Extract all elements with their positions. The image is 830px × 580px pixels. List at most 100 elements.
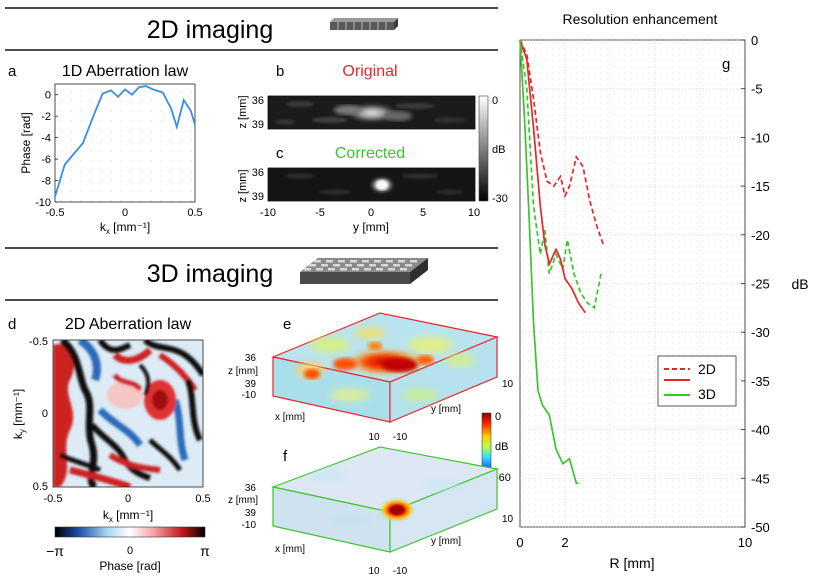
bc-xtick: 0 <box>368 207 374 219</box>
a-xtick: 0.5 <box>187 207 202 219</box>
panel-c-title: Corrected <box>335 145 405 162</box>
a-ytick: 0 <box>45 90 51 102</box>
bc-xtick: 5 <box>420 207 426 219</box>
panel-a-plot-area <box>54 83 196 203</box>
panel-b-image <box>267 95 476 130</box>
g-series-2d-original <box>519 39 605 245</box>
panel-e-zlabel: z [mm] <box>228 366 258 377</box>
phase-colorbar-label: Phase [rad] <box>99 559 160 573</box>
panel-b-letter: b <box>276 63 284 80</box>
jet-colorbar-tick-neg60: -60 <box>495 472 511 484</box>
panel-g-title: Resolution enhancement <box>563 11 718 27</box>
panel-f-xlabel: x [mm] <box>275 544 305 555</box>
panel-a-ylabel: Phase [rad] <box>19 112 33 173</box>
a-ytick: -8 <box>41 176 51 188</box>
panel-g-x-ticks: 0 2 10 <box>516 535 752 550</box>
panel-b: b Original <box>267 63 476 130</box>
panel-b-title: Original <box>342 63 397 80</box>
panel-bc-axes: z [mm] 36 39 z [mm] 36 39 -10 -5 0 5 10 … <box>237 95 508 234</box>
panel-e-ztick-36: 36 <box>245 353 257 364</box>
g-ytick: -35 <box>751 374 770 389</box>
a-ytick: -10 <box>35 197 51 209</box>
panel-e-letter: e <box>283 316 291 333</box>
phase-colorbar-min: −π <box>46 543 64 559</box>
d-ytick: -0.5 <box>29 336 48 348</box>
panel-f-ytick-10: 10 <box>502 514 514 525</box>
bc-xtick: -10 <box>260 207 276 219</box>
panel-f-volume <box>270 446 500 553</box>
gray-colorbar-tick-0: 0 <box>492 95 498 107</box>
panel-a-phase-line <box>54 85 196 197</box>
gray-colorbar-unit: dB <box>492 144 505 156</box>
panel-a-xlabel: kx [mm⁻¹] <box>100 220 150 236</box>
panel-f-ytick-neg10: -10 <box>242 520 257 531</box>
panel-g-ylabel: dB <box>791 276 808 292</box>
panel-d-title: 2D Aberration law <box>65 316 192 333</box>
panel-e-ztick-39: 39 <box>245 379 257 390</box>
g-ytick: -30 <box>751 325 770 340</box>
jet-colorbar-tick-0: 0 <box>495 411 501 423</box>
a-ytick: -4 <box>41 133 51 145</box>
panel-d-x-ticks: -0.5 0 0.5 <box>44 493 211 505</box>
g-ytick: 0 <box>751 33 758 48</box>
legend-box <box>657 355 737 407</box>
panel-f: f 36 z [mm] 39 -10 x [mm] 10 -10 y [mm] … <box>228 446 514 577</box>
g-ytick: -25 <box>751 277 770 292</box>
panel-c: c Corrected <box>267 145 476 202</box>
panel-a-y-ticks: 0 -2 -4 -6 -8 -10 <box>35 90 58 209</box>
panel-d-ylabel: ky [mm⁻¹] <box>11 389 27 439</box>
panel-d-xlabel: kx [mm⁻¹] <box>103 508 153 524</box>
panel-c-ztick-39: 39 <box>252 191 264 203</box>
panel-e-xtick-neg10: -10 <box>393 432 408 443</box>
panel-e: e 36 z [mm] 39 -10 x [mm] <box>228 312 514 443</box>
panel-b-ztick-39: 39 <box>252 119 264 131</box>
g-ytick: -10 <box>751 130 770 145</box>
panel-f-zlabel: z [mm] <box>228 495 258 506</box>
a-xtick: 0 <box>122 207 128 219</box>
panel-g-xlabel: R [mm] <box>609 555 654 571</box>
panel-c-image <box>267 167 476 202</box>
panel-f-xtick-10: 10 <box>368 566 380 577</box>
panel-f-letter: f <box>283 448 288 465</box>
panel-d-phase-map <box>52 339 204 488</box>
panel-c-letter: c <box>276 145 284 162</box>
phase-colorbar-zero: 0 <box>127 545 133 557</box>
panel-e-ytick-10: 10 <box>502 379 514 390</box>
bc-xtick: -5 <box>315 207 325 219</box>
g-ytick: -45 <box>751 471 770 486</box>
panel-a-letter: a <box>8 63 17 80</box>
a-ytick: -2 <box>41 111 51 123</box>
panel-a-x-ticks: -0.5 0 0.5 <box>46 207 203 219</box>
d-ytick: 0.5 <box>33 481 48 493</box>
panel-e-xtick-10: 10 <box>368 432 380 443</box>
panel-d-letter: d <box>8 316 16 333</box>
panel-g-plot-area <box>519 39 746 528</box>
panel-d: d 2D Aberration law <box>8 316 211 573</box>
section-3d-title: 3D imaging <box>147 260 273 288</box>
g-series-3d-original <box>519 39 586 314</box>
a-xtick: -0.5 <box>46 207 65 219</box>
panel-f-ylabel: y [mm] <box>431 536 461 547</box>
g-ytick: -50 <box>751 520 770 535</box>
section-2d-title: 2D imaging <box>147 16 273 44</box>
panel-b-ztick-36: 36 <box>252 95 264 107</box>
g-xtick: 10 <box>738 535 752 550</box>
panel-e-ytick-neg10: -10 <box>242 390 257 401</box>
grayscale-colorbar <box>478 95 489 202</box>
panel-f-ztick-36: 36 <box>245 483 257 494</box>
jet-colorbar-unit: dB <box>495 441 508 453</box>
section-3d-header: 3D imaging <box>5 247 498 301</box>
jet-colorbar: 0 dB -60 <box>481 411 511 484</box>
panel-g-series <box>519 39 605 485</box>
panel-bc-x-ticks: -10 -5 0 5 10 <box>260 207 480 219</box>
panel-g: Resolution enhancement g 0-5-10-15-20-25… <box>516 11 808 571</box>
panel-a: a 1D Aberration law 0 -2 -4 -6 -8 -10 -0.5 0 0.… <box>8 63 203 236</box>
d-ytick: 0 <box>42 408 48 420</box>
panel-e-xlabel: x [mm] <box>275 412 305 423</box>
panel-e-ylabel: y [mm] <box>431 404 461 415</box>
a-ytick: -6 <box>41 154 51 166</box>
g-series-3d-corrected <box>519 39 579 485</box>
matrix-array-icon <box>300 258 428 284</box>
g-ytick: -20 <box>751 228 770 243</box>
